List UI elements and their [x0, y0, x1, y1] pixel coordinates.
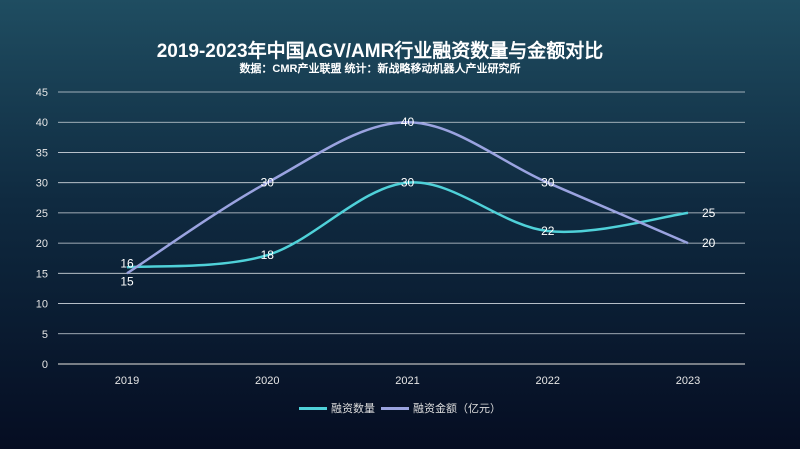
y-tick-label: 35	[36, 147, 48, 159]
x-tick-label: 2023	[676, 375, 700, 387]
data-label: 20	[702, 236, 716, 250]
y-tick-label: 20	[36, 238, 48, 250]
y-tick-label: 15	[36, 268, 48, 280]
legend-swatch	[381, 406, 409, 410]
data-label: 15	[120, 274, 134, 288]
data-label: 18	[261, 248, 275, 262]
data-label: 16	[120, 256, 134, 270]
data-label: 30	[401, 176, 415, 190]
data-label: 30	[541, 176, 555, 190]
y-tick-label: 0	[42, 359, 48, 371]
y-tick-label: 30	[36, 178, 48, 190]
legend-item-count[interactable]: 融资数量	[299, 400, 375, 416]
y-tick-label: 5	[42, 329, 48, 341]
legend-item-amount[interactable]: 融资金额（亿元）	[381, 400, 501, 416]
series-line	[126, 120, 689, 275]
legend: 融资数量 融资金额（亿元）	[0, 400, 800, 416]
series-line	[126, 181, 689, 269]
y-tick-label: 40	[36, 117, 48, 129]
data-label: 25	[702, 206, 716, 220]
data-label: 40	[401, 115, 415, 129]
x-tick-label: 2019	[115, 375, 139, 387]
y-tick-label: 45	[36, 87, 48, 99]
chart-title: 2019-2023年中国AGV/AMR行业融资数量与金额对比	[156, 41, 604, 62]
legend-swatch	[299, 406, 327, 410]
legend-label: 融资数量	[331, 403, 375, 415]
x-tick-label: 2021	[395, 375, 419, 387]
x-tick-label: 2020	[255, 375, 279, 387]
y-tick-label: 10	[36, 299, 48, 311]
data-label: 30	[261, 176, 275, 190]
legend-label: 融资金额（亿元）	[413, 403, 501, 415]
data-label: 22	[541, 224, 555, 238]
chart-subtitle: 数据：CMR产业联盟 统计：新战略移动机器人产业研究所	[239, 63, 521, 75]
y-tick-label: 25	[36, 208, 48, 220]
x-tick-label: 2022	[536, 375, 560, 387]
